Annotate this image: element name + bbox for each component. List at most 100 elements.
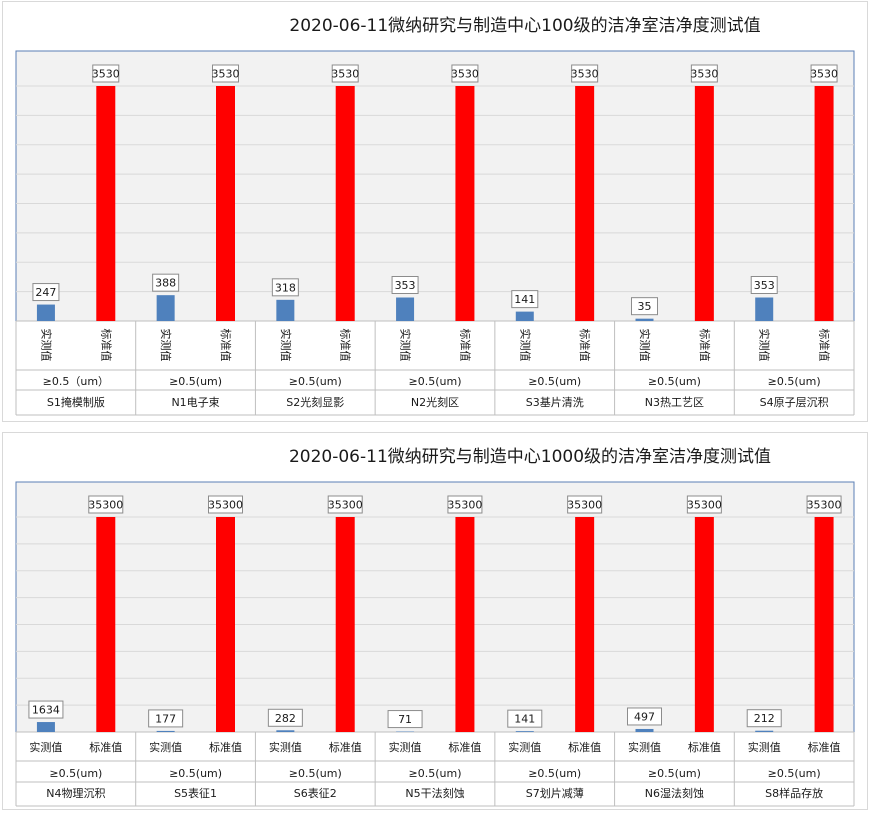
- tick-label-standard: 标准值: [688, 740, 721, 754]
- bar-measured: [635, 728, 654, 732]
- data-label-standard: 3530: [331, 68, 359, 81]
- particle-size-label: ≥0.5(um): [528, 375, 581, 388]
- tick-label-measured: 实测值: [389, 740, 422, 754]
- data-label-box: [208, 495, 243, 514]
- room-label: N5干法刻蚀: [405, 786, 464, 800]
- data-label-measured: 35: [638, 300, 652, 313]
- data-label-measured: 212: [754, 712, 775, 725]
- room-label: N2光刻区: [411, 395, 459, 409]
- tick-label-measured: 实测值: [159, 329, 173, 362]
- tick-label-standard: 标准值: [219, 329, 233, 362]
- data-label-standard: 3530: [690, 68, 718, 81]
- tick-label-standard: 标准值: [578, 329, 592, 362]
- particle-size-label: ≥0.5(um): [289, 375, 342, 388]
- room-label: N4物理沉积: [46, 786, 105, 800]
- plot-area: [15, 481, 855, 733]
- particle-size-label: ≥0.5(um): [648, 767, 701, 780]
- bar-standard: [575, 517, 595, 732]
- data-label-box: [92, 64, 120, 83]
- data-label-box: [271, 278, 299, 297]
- data-label-box: [88, 495, 124, 514]
- data-label-measured: 141: [514, 293, 535, 306]
- tick-label-measured: 实测值: [399, 329, 413, 362]
- data-label-standard: 3530: [92, 68, 120, 81]
- bar-standard: [455, 517, 475, 732]
- tick-label-measured: 实测值: [748, 740, 781, 754]
- particle-size-label: ≥0.5（um）: [43, 375, 109, 388]
- tick-label-standard: 标准值: [818, 329, 832, 362]
- data-label-box: [391, 276, 419, 294]
- room-label: S7划片减薄: [526, 786, 584, 800]
- tick-label-standard: 标准值: [89, 740, 122, 754]
- chart-1000-class: 2020-06-11微纳研究与制造中心1000级的洁净室洁净度测试值 1634 35…: [2, 432, 868, 810]
- room-label: S8样品存放: [765, 786, 823, 800]
- data-label-box: [331, 64, 359, 83]
- room-label: S6表征2: [294, 786, 337, 800]
- bar-measured: [755, 730, 774, 732]
- chart-100-class: 2020-06-11微纳研究与制造中心100级的洁净室洁净度测试值 247 3530…: [2, 1, 868, 422]
- particle-size-label: ≥0.5(um): [768, 375, 821, 388]
- tick-label-standard: 标准值: [808, 740, 841, 754]
- data-label-measured: 318: [275, 281, 296, 294]
- data-label-box: [447, 495, 483, 514]
- tick-label-measured: 实测值: [758, 329, 772, 362]
- particle-size-label: ≥0.5(um): [49, 767, 102, 780]
- data-label-box: [148, 709, 184, 728]
- data-label-measured: 353: [395, 279, 416, 292]
- data-label-box: [631, 297, 658, 316]
- tick-label-measured: 实测值: [279, 329, 293, 362]
- data-label-box: [152, 273, 180, 292]
- bar-standard: [694, 86, 714, 321]
- particle-size-label: ≥0.5(um): [409, 375, 462, 388]
- tick-label-measured: 实测值: [628, 740, 661, 754]
- data-label-box: [627, 707, 662, 726]
- tick-label-measured: 实测值: [638, 329, 652, 362]
- data-label-box: [567, 495, 603, 514]
- data-label-box: [571, 64, 599, 83]
- tick-label-measured: 实测值: [508, 740, 541, 754]
- room-label: N6湿法刻蚀: [645, 786, 704, 800]
- particle-size-label: ≥0.5(um): [289, 767, 342, 780]
- bar-standard: [96, 517, 116, 732]
- bar-measured: [156, 730, 175, 732]
- room-label: S2光刻显影: [286, 395, 344, 409]
- particle-size-label: ≥0.5(um): [169, 375, 222, 388]
- data-label-standard: 35300: [567, 499, 602, 512]
- data-label-box: [690, 64, 718, 83]
- tick-label-standard: 标准值: [698, 329, 712, 362]
- data-label-measured: 71: [398, 713, 412, 726]
- data-label-standard: 35300: [208, 499, 243, 512]
- data-label-standard: 3530: [451, 68, 479, 81]
- bar-measured: [635, 318, 654, 321]
- tick-label-standard: 标准值: [448, 740, 481, 754]
- tick-label-measured: 实测值: [269, 740, 302, 754]
- bar-measured: [515, 311, 534, 321]
- tick-label-measured: 实测值: [518, 329, 532, 362]
- data-label-measured: 1634: [32, 704, 60, 717]
- bar-standard: [96, 86, 116, 321]
- bar-measured: [755, 297, 774, 321]
- room-label: N3热工艺区: [645, 396, 704, 409]
- data-label-standard: 35300: [88, 499, 123, 512]
- tick-label-standard: 标准值: [99, 329, 113, 362]
- data-label-box: [746, 709, 782, 728]
- tick-label-measured: 实测值: [29, 740, 62, 754]
- particle-size-label: ≥0.5(um): [169, 767, 222, 780]
- chart-1000-class-svg: 2020-06-11微纳研究与制造中心1000级的洁净室洁净度测试值 1634 35…: [15, 447, 855, 807]
- data-label-standard: 35300: [447, 499, 482, 512]
- data-label-box: [267, 708, 303, 727]
- data-label-box: [511, 290, 539, 309]
- bar-measured: [276, 299, 295, 321]
- tick-label-measured: 实测值: [39, 329, 53, 362]
- chart-100-class-svg: 2020-06-11微纳研究与制造中心100级的洁净室洁净度测试值 247 3530…: [15, 16, 855, 416]
- room-label: S3基片清洗: [526, 396, 584, 409]
- data-label-measured: 497: [634, 710, 655, 723]
- data-label-measured: 282: [275, 712, 296, 725]
- bar-standard: [216, 86, 235, 321]
- data-label-box: [327, 495, 363, 514]
- bar-measured: [36, 722, 55, 732]
- tick-label-standard: 标准值: [568, 740, 601, 754]
- data-label-standard: 35300: [807, 499, 842, 512]
- data-label-box: [212, 64, 239, 83]
- data-label-measured: 141: [514, 713, 535, 726]
